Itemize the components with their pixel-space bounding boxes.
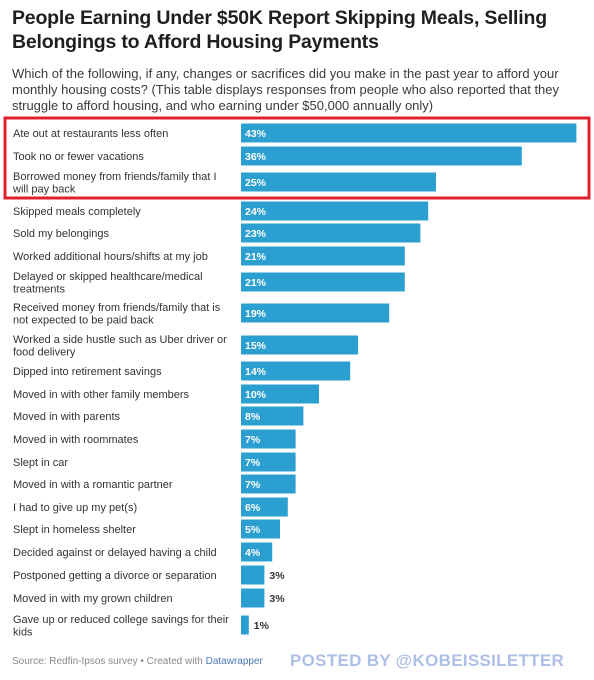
category-label: Worked a side hustle such as Uber driver… [13, 334, 227, 359]
bar [241, 615, 249, 635]
bar [241, 335, 358, 355]
value-label: 8% [245, 411, 261, 423]
category-label: Borrowed money from friends/family that … [12, 171, 217, 196]
value-label: 7% [245, 479, 261, 491]
value-label: 14% [245, 366, 267, 378]
value-label: 7% [245, 434, 261, 446]
category-label: Slept in homeless shelter [13, 524, 136, 536]
chart-subtitle: Which of the following, if any, changes … [12, 66, 560, 113]
chart-title: People Earning Under $50K Report Skippin… [12, 7, 547, 53]
bar-chart: Ate out at restaurants less often 43% Took… [3, 116, 591, 639]
bar [241, 303, 390, 323]
bar [241, 146, 522, 166]
footer: Source: Redfin-Ipsos survey • Created wi… [12, 656, 263, 667]
category-label: Dipped into retirement savings [13, 366, 162, 378]
bar [241, 497, 288, 517]
datawrapper-link[interactable]: Datawrapper [205, 656, 263, 667]
value-label: 24% [245, 206, 267, 218]
category-label: Moved in with parents [13, 411, 120, 423]
bar [241, 384, 319, 404]
value-label: 25% [245, 177, 267, 189]
value-label: 3% [269, 593, 285, 605]
value-label: 23% [245, 228, 267, 240]
category-label: Received money from friends/family that … [13, 302, 221, 327]
bar [241, 361, 351, 381]
bar [241, 565, 265, 585]
category-label: Moved in with my grown children [13, 593, 173, 605]
category-label: Moved in with roommates [13, 434, 139, 446]
value-label: 4% [245, 547, 261, 559]
value-label: 21% [245, 251, 267, 263]
value-label: 3% [269, 570, 285, 582]
bar [241, 406, 304, 426]
category-label: Took no or fewer vacations [13, 151, 144, 163]
category-label: Slept in car [13, 457, 68, 469]
value-label: 10% [245, 389, 267, 401]
category-label: Delayed or skipped healthcare/medical tre… [13, 271, 203, 296]
watermark: POSTED BY @KOBEISSILETTER [290, 651, 565, 670]
value-label: 43% [245, 128, 267, 140]
value-label: 6% [245, 502, 261, 514]
source-note: Source: Redfin-Ipsos survey • Created wi… [12, 656, 206, 667]
category-label: Ate out at restaurants less often [13, 128, 168, 140]
category-label: Gave up or reduced college savings for t… [13, 614, 229, 639]
value-label: 19% [245, 308, 267, 320]
category-label: Decided against or delayed having a chil… [13, 547, 217, 559]
bar [241, 223, 421, 243]
bar [241, 542, 273, 562]
value-label: 5% [245, 524, 261, 536]
category-label: Postponed getting a divorce or separatio… [13, 570, 217, 582]
bar [241, 429, 296, 449]
value-label: 7% [245, 457, 261, 469]
highlight-box [3, 116, 591, 200]
category-label: Skipped meals completely [13, 206, 141, 218]
bar [241, 246, 405, 266]
bar [241, 201, 429, 221]
bar [241, 452, 296, 472]
value-label: 1% [254, 620, 270, 632]
value-label: 21% [245, 277, 267, 289]
bar [241, 123, 577, 143]
category-label: Moved in with a romantic partner [13, 479, 173, 491]
value-label: 36% [245, 151, 267, 163]
bar [241, 172, 436, 192]
category-label: I had to give up my pet(s) [13, 502, 137, 514]
bar [241, 519, 280, 539]
category-label: Worked additional hours/shifts at my job [13, 251, 208, 263]
bar [241, 272, 405, 292]
bar [241, 474, 296, 494]
category-label: Sold my belongings [13, 228, 110, 240]
bar [241, 588, 265, 608]
category-label: Moved in with other family members [13, 389, 190, 401]
value-label: 15% [245, 340, 267, 352]
